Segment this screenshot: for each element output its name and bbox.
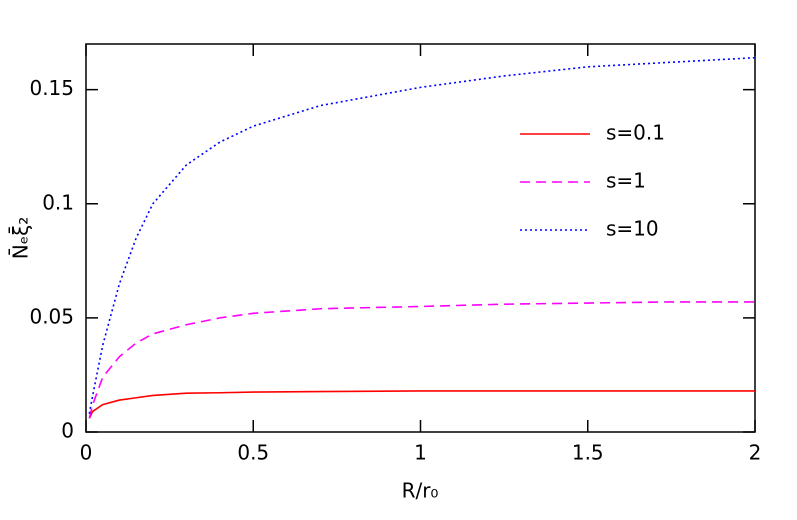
y-tick-label: 0.15 (29, 76, 74, 100)
x-tick-label: 0.5 (237, 441, 269, 465)
line-series (88, 390, 755, 419)
y-tick-label: 0.05 (29, 304, 74, 328)
y-tick-label: 0.1 (42, 190, 74, 214)
x-axis-label: R/r₀ (402, 479, 439, 503)
line-series (88, 301, 755, 419)
x-tick-label: 0 (80, 441, 93, 465)
legend-label: s=1 (606, 169, 646, 193)
x-tick-label: 1.5 (572, 441, 604, 465)
line-series (88, 56, 756, 414)
y-tick-label: 0 (61, 419, 74, 443)
x-tick-label: 2 (749, 441, 762, 465)
legend-label: s=0.1 (606, 121, 665, 145)
x-tick-label: 1 (414, 441, 427, 465)
y-axis-label: N̄ₑξ̄₂ (8, 217, 33, 259)
legend-label: s=10 (606, 217, 659, 241)
